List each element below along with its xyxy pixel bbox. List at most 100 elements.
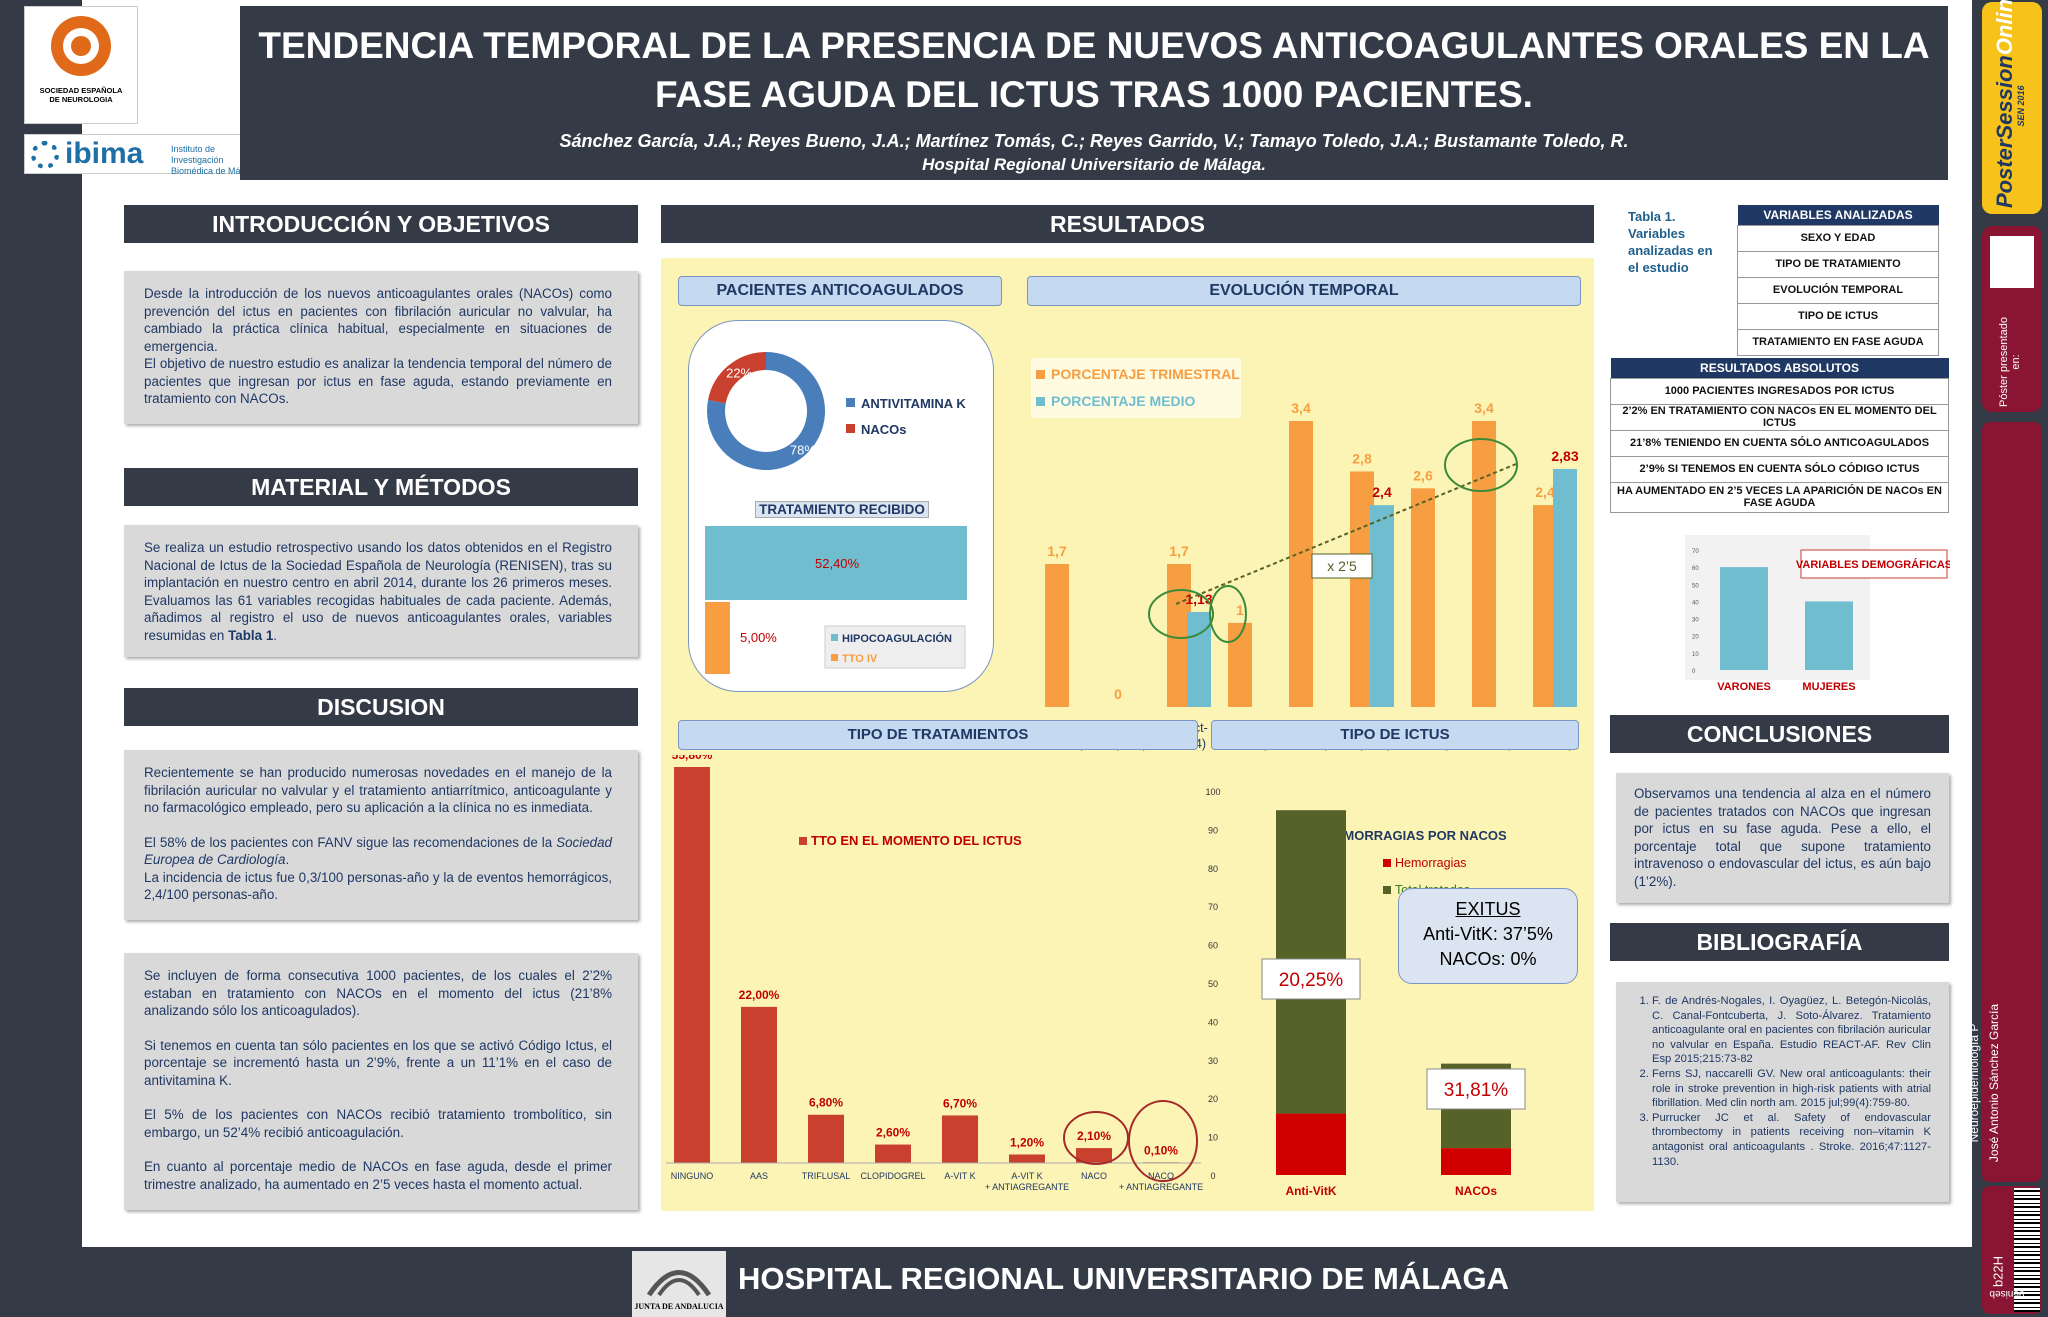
results-heading: RESULTADOS	[661, 205, 1594, 243]
x25-box	[1311, 553, 1373, 579]
tick-label: 40	[1208, 1017, 1218, 1027]
legend-swatch	[846, 424, 855, 433]
legend-swatch	[1036, 370, 1045, 379]
data-label: 52,40%	[815, 556, 860, 571]
hem-title: HEMORRAGIAS POR NACOS	[1325, 828, 1507, 843]
data-label: 1,20%	[1010, 1135, 1044, 1149]
tick-label: + ANTIAGREGANTE	[985, 1182, 1069, 1192]
highlight-circle	[1063, 1111, 1129, 1165]
ibima-icon	[31, 141, 59, 169]
evolucion-chart: PORCENTAJE TRIMESTRAL PORCENTAJE MEDIO 1,7…	[1031, 358, 1579, 751]
list-item: F. de Andrés-Nogales, I. Oyagüez, L. Bet…	[1652, 994, 1931, 1067]
table-row: HA AUMENTADO EN 2’5 VECES LA APARICIÓN D…	[1610, 481, 1949, 513]
title-box	[1800, 549, 1948, 579]
tick-label: 20	[1208, 1094, 1218, 1104]
tratamiento-recibido-chart: 52,40% 5,00% HIPOCOAGULACIÓN TTO IV	[705, 526, 967, 674]
tick-label: 60	[1692, 566, 1699, 572]
junta-arch-icon	[646, 1270, 712, 1297]
bar-medio	[1553, 468, 1577, 707]
bar-trimestral	[1045, 564, 1069, 707]
hemorragias-chart: HEMORRAGIAS POR NACOS1009080706050403020…	[1205, 787, 1526, 1198]
legend-label: TTO IV	[842, 653, 878, 665]
tick-label: 60	[1208, 941, 1218, 951]
data-label: 6,80%	[809, 1096, 843, 1110]
bar	[1076, 1148, 1112, 1163]
tipo-ictus-heading: TIPO DE ICTUS	[1211, 720, 1579, 750]
demograficas-chart: 70 60 50 40 30 20 10 0 VARONES MUJERES VARIABLES D…	[1685, 535, 1950, 693]
data-label: 0	[1114, 686, 1122, 702]
tick-label: MUJERES	[1802, 681, 1855, 693]
data-label: 3,4	[1291, 400, 1311, 416]
footer: JUNTA DE ANDALUCIA HOSPITAL REGIONAL UNI…	[82, 1247, 1972, 1317]
legend-label: TTO EN EL MOMENTO DEL ICTUS	[811, 833, 1022, 848]
legend-swatch	[846, 398, 855, 407]
list-item: Ferns SJ, naccarelli GV. New oral antico…	[1652, 1067, 1931, 1111]
tick-label: VARONES	[1717, 681, 1771, 693]
bar	[674, 767, 710, 1163]
bar-trimestral	[1472, 421, 1496, 707]
data-label: 2,10%	[1077, 1129, 1111, 1143]
tick-label: + ANTIAGREGANTE	[1119, 1182, 1203, 1192]
ibima-logo: ibima Instituto de Investigación Biomédi…	[24, 134, 270, 176]
hospital: Hospital Regional Universitario de Málag…	[922, 155, 1266, 174]
discussion-box-1: Recientemente se han producido numerosas…	[124, 750, 638, 920]
trat-recibido-label: TRATAMIENTO RECIBIDO	[755, 501, 929, 518]
author-card	[1982, 422, 2042, 1182]
tick-label: 10	[1208, 1133, 1218, 1143]
tick-label: A-VIT K	[944, 1171, 975, 1181]
x25-label: x 2’5	[1327, 558, 1357, 574]
tick-label: 70	[1208, 902, 1218, 912]
data-label: 2,6	[1413, 467, 1433, 483]
data-label: 2,8	[1352, 450, 1372, 466]
pac-anticoagulados-heading: PACIENTES ANTICOAGULADOS	[678, 276, 1002, 306]
annotation-box	[1261, 958, 1361, 1000]
tipo-tratamientos-heading: TIPO DE TRATAMIENTOS	[678, 720, 1198, 750]
authors: Sánchez García, J.A.; Reyes Bueno, J.A.;…	[559, 131, 1629, 151]
table-row: 2’9% SI TENEMOS EN CUENTA SÓLO CÓDIGO IC…	[1610, 455, 1949, 483]
legend-label: NACOs	[861, 422, 907, 437]
tick-label: 0	[1692, 669, 1696, 675]
legend-box	[1031, 358, 1241, 418]
tick-label: Anti-VitK	[1285, 1184, 1336, 1198]
donut-chart: 78% 22% ANTIVITAMINA K NACOs	[707, 352, 966, 470]
poster-session-brand	[1982, 2, 2042, 214]
bar	[942, 1115, 978, 1163]
tick-label: 100	[1205, 787, 1220, 797]
biblio-heading: BIBLIOGRAFÍA	[1610, 923, 1949, 961]
results-panel: PACIENTES ANTICOAGULADOS EVOLUCIÓN TEMPO…	[661, 258, 1594, 1211]
bar-trimestral	[1228, 622, 1252, 707]
discussion-heading: DISCUSION	[124, 688, 638, 726]
evolucion-heading: EVOLUCIÓN TEMPORAL	[1027, 276, 1581, 306]
conclusions-heading: CONCLUSIONES	[1610, 715, 1949, 753]
bar-medio	[1370, 505, 1394, 707]
tick-label: 40	[1692, 600, 1699, 606]
annotation: 20,25%	[1279, 970, 1344, 991]
highlight-circle	[1209, 585, 1247, 643]
bar	[808, 1114, 844, 1163]
tick-label: NACO	[1148, 1171, 1174, 1181]
data-label: 2,4	[1535, 484, 1555, 500]
bar	[1805, 601, 1853, 670]
tick-label: A-VIT K	[1011, 1171, 1042, 1181]
highlight-circle	[1128, 1100, 1198, 1182]
tick-label: NACO	[1081, 1171, 1107, 1181]
methods-heading: MATERIAL Y MÉTODOS	[124, 468, 638, 506]
tipo-tratamientos-chart: TTO EN EL MOMENTO DEL ICTUS 55,80% NINGUNO…	[666, 755, 1203, 1192]
bar	[705, 526, 967, 600]
donut-label: 22%	[726, 365, 752, 380]
annotation: 31,81%	[1444, 1080, 1509, 1101]
tick-label: 30	[1692, 618, 1699, 624]
legend-swatch	[831, 634, 838, 641]
table-resultados: RESULTADOS ABSOLUTOS 1000 PACIENTES INGR…	[1610, 358, 1949, 513]
list-item: Purrucker JC et al. Safety of endovascul…	[1652, 1111, 1931, 1169]
bar	[875, 1144, 911, 1163]
table-row: 2’2% EN TRATAMIENTO CON NACOs EN EL MOME…	[1610, 403, 1949, 431]
tick-label: 50	[1208, 979, 1218, 989]
legend-label: Hemorragias	[1395, 856, 1467, 870]
tick-label: 90	[1208, 825, 1218, 835]
brain-icon	[51, 16, 111, 76]
data-label: 2,83	[1551, 448, 1578, 464]
legend-swatch	[1383, 886, 1391, 894]
data-label: 5,00%	[740, 630, 777, 645]
data-label: 22,00%	[739, 988, 780, 1002]
